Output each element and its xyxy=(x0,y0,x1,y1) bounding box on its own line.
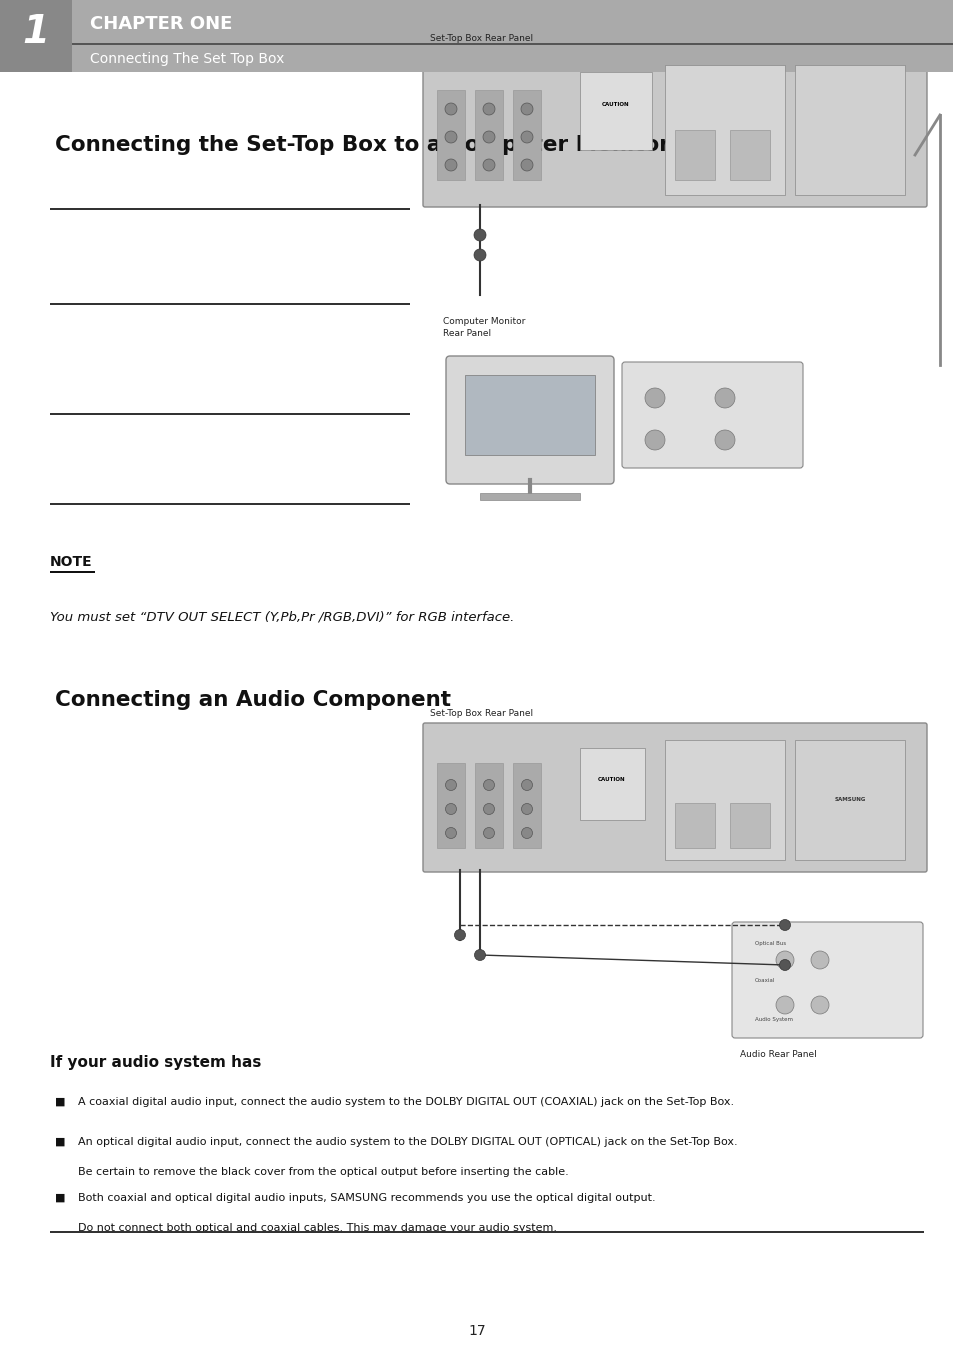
Bar xyxy=(664,65,784,196)
Text: Both coaxial and optical digital audio inputs, SAMSUNG recommends you use the op: Both coaxial and optical digital audio i… xyxy=(78,1193,655,1203)
Circle shape xyxy=(644,389,664,407)
Text: Connecting The Set Top Box: Connecting The Set Top Box xyxy=(90,53,284,66)
Bar xyxy=(50,1232,923,1233)
Bar xyxy=(50,503,410,505)
Text: ■: ■ xyxy=(55,1137,66,1147)
Text: Set-Top Box Rear Panel: Set-Top Box Rear Panel xyxy=(430,710,533,718)
Circle shape xyxy=(775,996,793,1014)
Circle shape xyxy=(445,780,456,791)
Circle shape xyxy=(520,103,533,115)
Circle shape xyxy=(444,131,456,143)
Bar xyxy=(475,90,502,179)
Circle shape xyxy=(445,827,456,839)
FancyBboxPatch shape xyxy=(422,49,926,206)
Bar xyxy=(729,130,769,179)
Circle shape xyxy=(520,131,533,143)
Bar xyxy=(71,43,953,45)
Text: CAUTION: CAUTION xyxy=(601,103,629,108)
Circle shape xyxy=(482,131,495,143)
Circle shape xyxy=(714,430,734,451)
Bar xyxy=(729,803,769,849)
Bar xyxy=(71,0,953,71)
Text: SAMSUNG: SAMSUNG xyxy=(834,797,864,803)
Bar xyxy=(436,90,464,179)
Text: You must set “DTV OUT SELECT (Y,Pb,Pr /RGB,DVI)” for RGB interface.: You must set “DTV OUT SELECT (Y,Pb,Pr /R… xyxy=(50,610,514,623)
Text: CAUTION: CAUTION xyxy=(598,777,625,782)
Circle shape xyxy=(779,920,790,931)
Bar xyxy=(0,0,71,71)
Circle shape xyxy=(810,951,828,969)
Text: ■: ■ xyxy=(55,1193,66,1203)
Text: An optical digital audio input, connect the audio system to the DOLBY DIGITAL OU: An optical digital audio input, connect … xyxy=(78,1137,737,1147)
Circle shape xyxy=(444,159,456,171)
Circle shape xyxy=(444,103,456,115)
Circle shape xyxy=(474,229,485,241)
Circle shape xyxy=(483,780,494,791)
Bar xyxy=(436,764,464,849)
Circle shape xyxy=(521,780,532,791)
Circle shape xyxy=(474,950,485,960)
Text: Connecting an Audio Component: Connecting an Audio Component xyxy=(55,689,451,710)
Text: Computer Monitor
Rear Panel: Computer Monitor Rear Panel xyxy=(442,317,525,339)
Circle shape xyxy=(483,827,494,839)
FancyBboxPatch shape xyxy=(731,921,923,1037)
Bar xyxy=(579,747,644,820)
Text: 1: 1 xyxy=(23,13,50,51)
Text: Be certain to remove the black cover from the optical output before inserting th: Be certain to remove the black cover fro… xyxy=(78,1167,568,1176)
Circle shape xyxy=(810,996,828,1014)
Circle shape xyxy=(520,159,533,171)
Text: Audio System: Audio System xyxy=(754,1017,792,1023)
Text: Audio Rear Panel: Audio Rear Panel xyxy=(740,1050,816,1059)
Circle shape xyxy=(474,250,485,260)
Bar xyxy=(675,803,714,849)
Text: Connecting the Set-Top Box to a Computer Monitor: Connecting the Set-Top Box to a Computer… xyxy=(55,135,669,155)
Bar xyxy=(50,413,410,415)
Text: Do not connect both optical and coaxial cables. This may damage your audio syste: Do not connect both optical and coaxial … xyxy=(78,1224,557,1233)
Bar xyxy=(464,375,595,455)
Text: If your audio system has: If your audio system has xyxy=(50,1055,261,1070)
Bar xyxy=(479,492,579,500)
Text: NOTE: NOTE xyxy=(50,554,92,569)
Bar xyxy=(513,764,540,849)
Circle shape xyxy=(483,804,494,815)
Circle shape xyxy=(775,951,793,969)
Bar xyxy=(513,90,540,179)
FancyBboxPatch shape xyxy=(422,723,926,871)
Bar xyxy=(675,130,714,179)
Bar xyxy=(50,208,410,210)
Bar xyxy=(794,741,904,861)
Text: Optical Bus: Optical Bus xyxy=(754,940,785,946)
FancyBboxPatch shape xyxy=(621,362,802,468)
Text: ■: ■ xyxy=(55,1097,66,1108)
Bar xyxy=(475,764,502,849)
Circle shape xyxy=(454,929,465,940)
Bar xyxy=(579,71,651,150)
Text: CHAPTER ONE: CHAPTER ONE xyxy=(90,15,233,32)
Circle shape xyxy=(482,103,495,115)
Circle shape xyxy=(779,959,790,970)
Circle shape xyxy=(445,804,456,815)
FancyBboxPatch shape xyxy=(446,356,614,484)
Circle shape xyxy=(521,827,532,839)
Text: Coaxial: Coaxial xyxy=(754,978,775,982)
Circle shape xyxy=(521,804,532,815)
Text: 17: 17 xyxy=(468,1323,485,1338)
Bar xyxy=(50,302,410,305)
Circle shape xyxy=(482,159,495,171)
Bar xyxy=(664,741,784,861)
Bar xyxy=(794,65,904,196)
Circle shape xyxy=(714,389,734,407)
Text: Set-Top Box Rear Panel: Set-Top Box Rear Panel xyxy=(430,34,533,43)
Circle shape xyxy=(644,430,664,451)
Text: A coaxial digital audio input, connect the audio system to the DOLBY DIGITAL OUT: A coaxial digital audio input, connect t… xyxy=(78,1097,734,1108)
Bar xyxy=(50,571,95,573)
